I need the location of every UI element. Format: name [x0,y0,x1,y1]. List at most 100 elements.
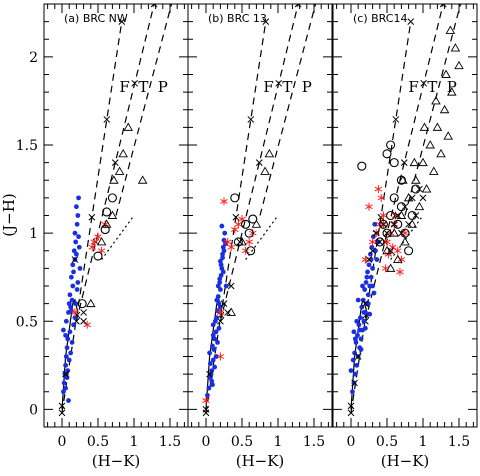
data-point-triangle [445,25,456,34]
data-point-triangle [398,175,408,184]
data-point-cross [62,370,69,378]
data-point-triangle [443,131,453,140]
data-point-blue-dot [68,274,74,280]
data-point-blue-dot [210,382,215,388]
reddening-tick [420,79,428,87]
x-tick-label: 1 [419,434,428,450]
data-point-blue-dot [61,327,66,333]
data-point-triangle [260,166,270,175]
x-tick-label: 0 [347,434,356,450]
data-point-blue-dot [76,234,81,240]
data-point-blue-dot [65,368,71,373]
data-point-blue-dot [358,336,364,342]
data-point-blue-dot [357,315,363,321]
data-point-blue-dot [73,301,79,307]
data-point-blue-dot [361,310,367,315]
data-point-triangle [450,43,461,52]
data-point-blue-dot [358,347,364,352]
data-point-red-star [361,255,370,264]
data-point-cross [419,194,427,202]
data-point-triangle [114,166,125,175]
data-point-red-star [71,308,79,317]
data-point-triangle [431,96,441,105]
data-point-blue-dot [205,392,210,398]
plot-area [347,4,464,417]
data-point-blue-dot [375,239,381,245]
data-point-open-circle [386,140,396,150]
data-point-cross [365,256,373,263]
data-point-blue-dot [352,371,358,377]
panel-title: (c) BRC14 [353,12,407,25]
data-point-blue-dot [74,204,79,210]
data-point-blue-dot [361,318,367,324]
data-point-blue-dot [76,244,82,250]
data-point-triangle [407,219,417,228]
data-point-blue-dot [354,362,360,368]
reddening-tick [347,409,355,417]
data-point-red-star [396,267,404,276]
data-point-blue-dot [75,280,81,285]
data-point-blue-dot [221,248,227,254]
y-tick-label: 0.5 [16,314,38,330]
data-point-red-star [220,197,228,206]
data-point-triangle [419,122,430,131]
data-point-open-circle [389,158,399,168]
data-point-open-circle [107,193,117,203]
data-point-red-star [383,237,391,246]
data-point-blue-dot [67,329,73,335]
data-point-cross [408,194,416,202]
data-point-blue-dot [66,357,72,363]
data-point-cross [58,402,66,410]
data-point-open-circle [102,207,112,217]
data-point-triangle [409,157,420,167]
data-point-blue-dot [219,223,225,229]
data-point-blue-dot [66,398,71,403]
data-point-blue-dot [371,290,377,296]
data-point-blue-dot [370,283,375,289]
reddening-tick [131,79,139,87]
data-point-blue-dot [62,371,68,377]
reddening-vector [219,4,299,322]
panel-title: (a) BRC NW [64,12,128,25]
x-axis-title: (H−K) [381,452,430,470]
data-point-blue-dot [370,265,375,271]
data-point-cross [80,309,87,316]
data-point-blue-dot [70,283,76,289]
data-point-red-star [216,352,225,361]
data-point-red-star [216,308,225,317]
data-point-blue-dot [362,287,368,292]
data-point-blue-dot [367,311,373,317]
panel-title: (b) BRC 13 [208,12,267,25]
data-point-red-star [379,211,388,220]
data-point-triangle [118,148,128,158]
y-tick-label: 1 [29,226,38,242]
data-point-blue-dot [70,262,76,268]
data-point-blue-dot [71,322,76,328]
data-point-blue-dot [364,274,370,280]
data-point-triangle [403,192,414,202]
x-tick-label: 0.5 [376,434,398,450]
data-point-blue-dot [365,292,371,298]
data-point-blue-dot [212,318,218,324]
data-point-open-circle [357,161,367,171]
reddening-vector [259,4,317,216]
data-point-blue-dot [355,332,360,338]
y-tick-label: 0 [29,402,38,418]
reddening-tick [255,159,263,166]
data-point-blue-dot [351,380,357,386]
data-point-blue-dot [206,385,212,391]
reddening-tick [58,409,66,417]
data-point-triangle [400,237,410,246]
data-point-cross [412,212,420,219]
reddening-tick [118,18,126,25]
region-label-p: P [302,78,312,96]
data-point-red-star [368,237,377,246]
data-point-blue-dot [71,269,76,275]
data-point-triangle [411,175,421,184]
data-point-open-circle [77,299,87,309]
data-point-cross [398,229,405,237]
data-point-blue-dot [68,350,74,356]
data-point-cross [383,229,391,237]
x-tick-label: 0 [58,434,67,450]
data-point-blue-dot [69,297,75,303]
